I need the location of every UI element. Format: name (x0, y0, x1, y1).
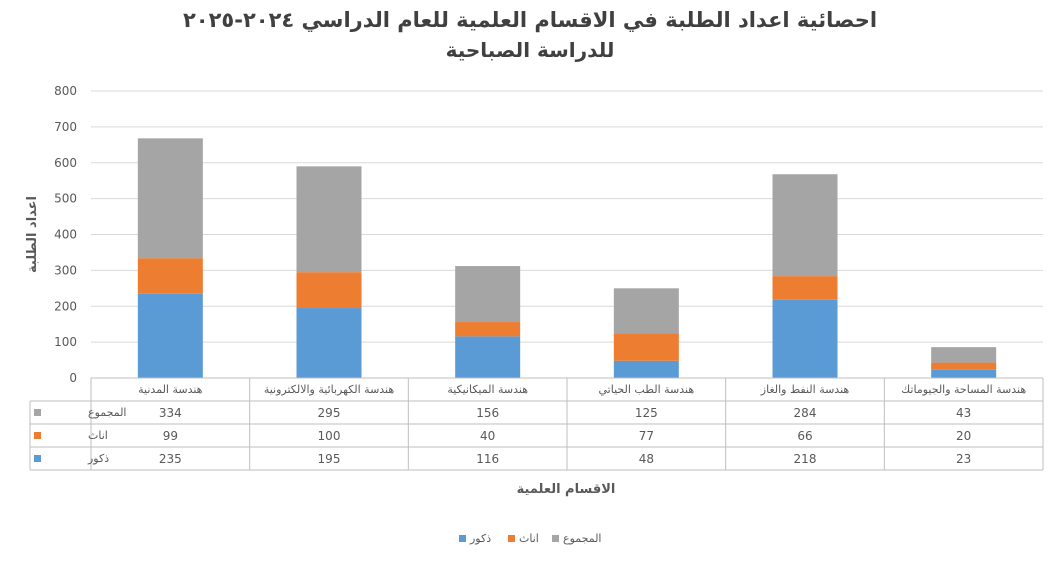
data-label: 116 (476, 452, 499, 466)
legend-key (34, 455, 41, 462)
data-label: 334 (159, 406, 182, 420)
series-name: المجموع (88, 406, 126, 419)
series-name: ذكور (87, 452, 109, 465)
data-label: 23 (956, 452, 971, 466)
legend-key (34, 409, 41, 416)
data-label: 66 (797, 429, 812, 443)
bar-segment (137, 293, 203, 378)
data-label: 40 (480, 429, 495, 443)
series-name: اناث (88, 429, 108, 442)
y-tick-label: 400 (54, 228, 77, 242)
y-axis-label: اعداد الطلبة (25, 196, 40, 273)
bar-segment (613, 360, 679, 378)
legend-swatch (552, 535, 559, 542)
y-tick-label: 800 (54, 84, 77, 98)
x-axis-label: الاقسام العلمية (517, 482, 616, 497)
category-label: هندسة المدنية (138, 383, 203, 396)
data-label: 235 (159, 452, 182, 466)
legend-swatch (508, 535, 515, 542)
y-tick-label: 100 (54, 335, 77, 349)
bar-segment (772, 299, 838, 378)
data-label: 20 (956, 429, 971, 443)
y-tick-label: 700 (54, 120, 77, 134)
legend-label: المجموع (563, 532, 601, 545)
data-label: 284 (794, 406, 817, 420)
legend-label: ذكور (469, 532, 491, 545)
data-label: 295 (318, 406, 341, 420)
category-label: هندسة النفط والغاز (760, 383, 850, 396)
y-tick-label: 0 (69, 371, 77, 385)
bar-segment (296, 272, 362, 309)
data-label: 195 (318, 452, 341, 466)
legend-swatch (459, 535, 466, 542)
data-label: 218 (794, 452, 817, 466)
bar-segment (931, 362, 997, 370)
bar-segment (613, 333, 679, 361)
legend-label: اناث (519, 532, 539, 545)
category-label: هندسة الطب الحياتي (599, 383, 695, 396)
data-label: 43 (956, 406, 971, 420)
legend-key (34, 432, 41, 439)
y-tick-label: 600 (54, 156, 77, 170)
bar-segment (455, 266, 521, 323)
bar-segment (296, 166, 362, 273)
bar-segment (931, 347, 997, 363)
bar-segment (931, 369, 997, 378)
bar-segment (613, 288, 679, 334)
category-label: هندسة الكهربائية والالكترونية (264, 383, 395, 396)
chart-subtitle: للدراسة الصباحية (445, 38, 615, 62)
chart-title: احصائية اعداد الطلبة في الاقسام العلمية … (182, 8, 878, 32)
bar-segment (137, 258, 203, 294)
data-label: 100 (318, 429, 341, 443)
data-label: 77 (639, 429, 654, 443)
data-label: 99 (163, 429, 178, 443)
bar-segment (455, 322, 521, 337)
y-tick-label: 300 (54, 263, 77, 277)
data-label: 48 (639, 452, 654, 466)
data-label: 125 (635, 406, 658, 420)
bar-segment (772, 276, 838, 300)
data-label: 156 (476, 406, 499, 420)
y-tick-label: 200 (54, 299, 77, 313)
bar-segment (296, 308, 362, 378)
category-label: هندسة الميكانيكية (447, 383, 528, 396)
bar-segment (772, 174, 838, 277)
category-label: هندسة المساحة والجيوماتك (901, 383, 1026, 396)
bar-segment (455, 336, 521, 378)
bar-segment (137, 138, 203, 259)
y-tick-label: 500 (54, 192, 77, 206)
